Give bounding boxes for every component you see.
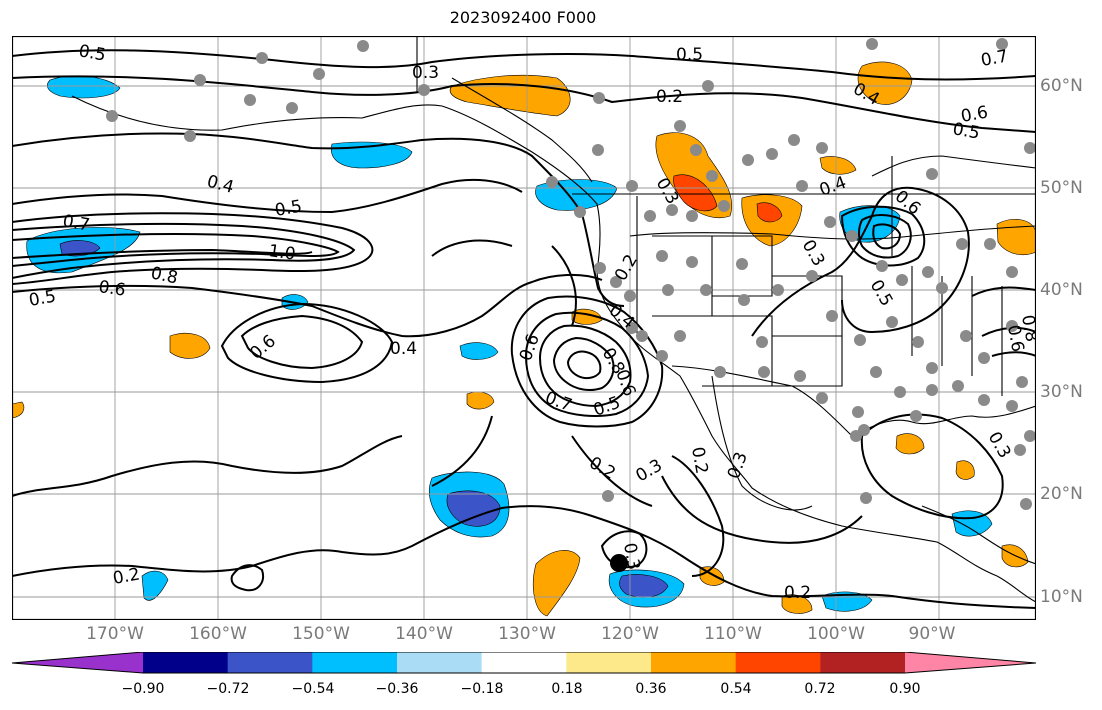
lon-label: 110°W xyxy=(704,624,762,644)
negative-anomaly-region xyxy=(535,179,618,211)
negative-anomaly-region xyxy=(459,342,499,360)
contour-label: 0.5 xyxy=(676,45,703,65)
station-dots xyxy=(106,38,1036,510)
colorbar-cell xyxy=(735,652,821,673)
colorbar-cell xyxy=(566,652,652,673)
lon-label: 140°W xyxy=(395,624,453,644)
positive-anomaly-region xyxy=(756,202,783,223)
colorbar-label: −0.90 xyxy=(121,681,165,697)
contour-label: 0.4 xyxy=(390,339,417,359)
colorbar-label: −0.36 xyxy=(375,681,419,697)
colorbar-label: 0.36 xyxy=(635,681,667,697)
positive-anomaly-region xyxy=(673,174,718,212)
colorbar-label: 0.54 xyxy=(720,681,752,697)
colorbar xyxy=(12,652,1036,674)
contour-label: 0.5 xyxy=(27,287,57,311)
contour-label: 0.2 xyxy=(687,445,711,475)
positive-anomaly-region xyxy=(857,61,913,105)
map-title: 2023092400 F000 xyxy=(449,8,597,27)
contour-label: 0.2 xyxy=(111,565,141,589)
colorbar-cell xyxy=(820,652,906,673)
lon-label: 150°W xyxy=(292,624,350,644)
lon-label: 90°W xyxy=(908,624,956,644)
lon-label: 120°W xyxy=(601,624,659,644)
contour-label: 0.6 xyxy=(1003,323,1027,353)
colorbar-label: 0.72 xyxy=(804,681,836,697)
lat-label: 50°N xyxy=(1040,178,1083,198)
negative-anomaly-region xyxy=(446,490,501,527)
positive-anomaly-region xyxy=(781,594,813,614)
lat-label: 40°N xyxy=(1040,280,1083,300)
colorbar-extend-low xyxy=(12,652,143,673)
contour-label: 0.2 xyxy=(784,583,811,603)
lon-label: 100°W xyxy=(807,624,865,644)
positive-anomaly-region xyxy=(895,433,925,455)
colorbar-label: 0.90 xyxy=(889,681,921,697)
positive-anomaly-region xyxy=(533,550,581,617)
positive-anomaly-region xyxy=(955,460,975,480)
colorbar-label: −0.72 xyxy=(206,681,250,697)
colorbar-cell xyxy=(312,652,398,673)
colorbar-label: −0.54 xyxy=(291,681,335,697)
storm-center-marker xyxy=(610,554,628,572)
colorbar-cell xyxy=(481,652,567,673)
contour-label: 0.6 xyxy=(97,277,127,301)
colorbar-label: 0.18 xyxy=(551,681,583,697)
positive-anomaly-region xyxy=(449,74,571,117)
colorbar-cell xyxy=(143,652,229,673)
positive-anomaly-region xyxy=(819,156,857,175)
lat-label: 30°N xyxy=(1040,382,1083,402)
colorbar-extend-high xyxy=(905,652,1036,673)
contour-label: 0.3 xyxy=(412,63,439,83)
lon-label: 170°W xyxy=(86,624,144,644)
negative-anomaly-region xyxy=(141,570,169,601)
colorbar-cell xyxy=(397,652,483,673)
lat-label: 60°N xyxy=(1040,76,1083,96)
negative-anomaly-region xyxy=(951,510,993,537)
negative-anomaly-region xyxy=(59,240,101,257)
contour-label: 0.5 xyxy=(77,41,107,65)
map-plot: 0.5 0.3 0.5 0.2 0.7 0.4 0.6 0.5 0.4 0.5 … xyxy=(12,36,1036,620)
contour-label: 0.7 xyxy=(979,47,1009,71)
positive-anomaly-region xyxy=(169,333,211,359)
contour-label: 0.8 xyxy=(1017,313,1036,343)
contour-label: 0.5 xyxy=(273,197,303,221)
colorbar-cell xyxy=(651,652,737,673)
contour-label: 1.0 xyxy=(267,241,297,265)
contour-label: 0.3 xyxy=(619,541,643,571)
contour-label: 0.5 xyxy=(951,119,981,143)
lon-label: 130°W xyxy=(498,624,556,644)
contour-label: 0.6 xyxy=(959,103,989,127)
lon-label: 160°W xyxy=(189,624,247,644)
lat-label: 10°N xyxy=(1040,587,1083,607)
lat-label: 20°N xyxy=(1040,484,1083,504)
contour-label: 0.7 xyxy=(61,211,91,235)
colorbar-cell xyxy=(227,652,313,673)
colorbar-label: −0.18 xyxy=(460,681,504,697)
contour-label: 0.2 xyxy=(656,87,683,107)
